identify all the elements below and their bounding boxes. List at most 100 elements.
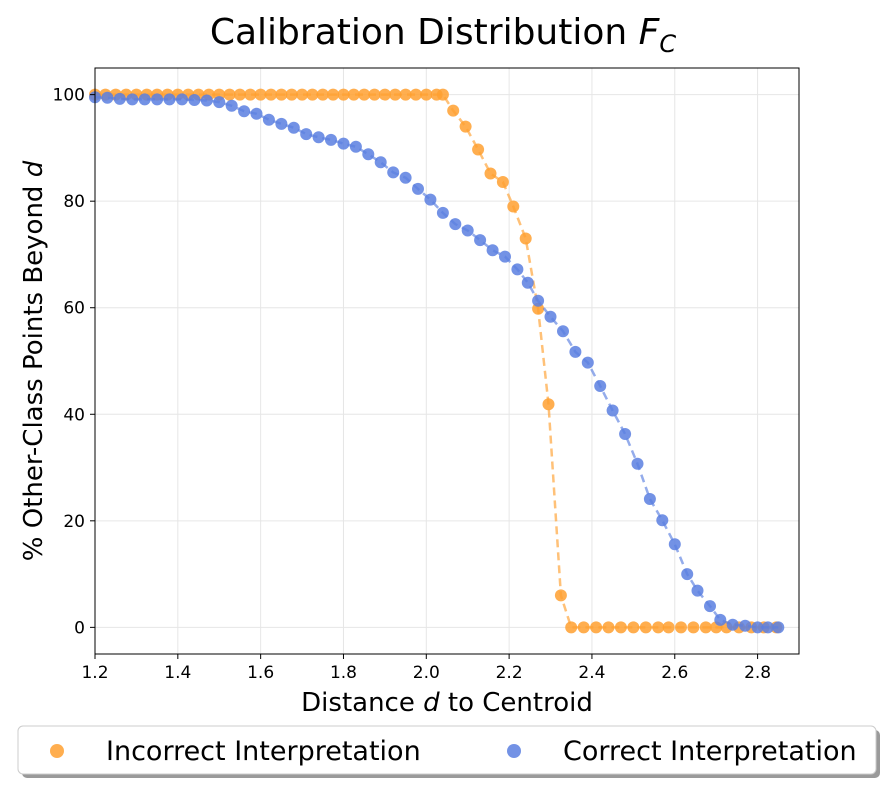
data-point-incorrect [389, 88, 402, 101]
series-layer [89, 88, 785, 634]
data-point-correct [511, 263, 524, 276]
data-point-correct [436, 206, 449, 219]
x-tick-label: 1.6 [247, 663, 274, 683]
data-point-correct [557, 325, 569, 338]
data-point-incorrect [472, 143, 485, 156]
data-point-incorrect [306, 88, 319, 101]
data-point-correct [474, 234, 487, 247]
data-point-correct [726, 618, 739, 631]
x-tick-label: 2.6 [661, 663, 688, 683]
data-point-incorrect [662, 621, 675, 634]
data-point-correct [250, 107, 263, 120]
data-point-correct [668, 538, 681, 551]
data-point-correct [163, 93, 176, 106]
data-point-incorrect [316, 88, 329, 101]
data-point-incorrect [265, 88, 277, 101]
y-tick-label: 20 [63, 512, 85, 532]
data-point-correct [751, 621, 764, 634]
data-point-correct [399, 171, 412, 184]
legend: Incorrect Interpretation Correct Interpr… [17, 725, 880, 778]
data-point-correct [126, 93, 139, 106]
data-point-incorrect [296, 88, 309, 101]
data-point-correct [238, 105, 251, 118]
x-tick-label: 1.2 [81, 663, 108, 683]
data-point-incorrect [436, 88, 449, 101]
data-point-correct [656, 514, 669, 527]
data-point-incorrect [507, 200, 520, 213]
x-axis-label-suffix: to Centroid [440, 688, 593, 718]
data-point-correct [113, 92, 126, 105]
data-point-correct [772, 621, 785, 634]
data-point-correct [643, 493, 656, 505]
legend-label-correct: Correct Interpretation [563, 736, 857, 767]
y-axis-label-prefix: % Other-Class Points Beyond [19, 177, 49, 561]
data-point-incorrect [327, 88, 340, 101]
data-point-incorrect [565, 621, 578, 634]
data-point-correct [312, 131, 325, 144]
data-point-correct [761, 621, 774, 634]
data-point-incorrect [542, 398, 555, 411]
x-tick-label: 2.0 [413, 663, 440, 683]
data-point-incorrect [447, 104, 460, 117]
data-point-incorrect [275, 88, 288, 101]
y-tick-label: 100 [53, 86, 85, 106]
data-point-correct [532, 294, 545, 307]
data-point-incorrect [519, 232, 532, 245]
y-tick-label: 60 [63, 299, 85, 319]
data-point-correct [300, 128, 313, 141]
data-point-incorrect [484, 167, 497, 180]
data-point-correct [714, 613, 727, 626]
data-point-correct [449, 218, 462, 231]
data-point-correct [374, 156, 387, 169]
data-point-correct [569, 345, 582, 358]
y-tick-label: 80 [63, 192, 85, 212]
data-point-incorrect [223, 88, 236, 101]
data-point-correct [200, 94, 213, 107]
data-point-correct [325, 133, 337, 146]
data-point-incorrect [675, 621, 687, 634]
data-point-correct [362, 148, 375, 161]
x-tick-label: 2.2 [496, 663, 523, 683]
data-point-correct [176, 93, 188, 106]
x-tick-label: 1.8 [330, 663, 357, 683]
x-tick-label: 2.4 [578, 663, 605, 683]
data-point-correct [349, 140, 362, 153]
x-axis-label-variable: d [423, 688, 440, 718]
data-point-incorrect [409, 88, 422, 101]
data-point-correct [424, 193, 437, 206]
chart-title-symbol: F [639, 12, 661, 53]
data-point-incorrect [420, 88, 433, 101]
data-point-incorrect [699, 621, 712, 634]
data-point-correct [138, 93, 151, 106]
data-point-correct [213, 96, 226, 109]
data-point-correct [619, 428, 632, 440]
data-point-incorrect [337, 88, 350, 101]
legend-label-incorrect: Incorrect Interpretation [106, 736, 421, 767]
y-tick-label: 0 [74, 618, 85, 638]
x-axis-label: Distance d to Centroid [301, 688, 593, 718]
chart-title: Calibration Distribution FC [210, 12, 677, 58]
data-point-correct [681, 568, 694, 581]
x-axis-label-prefix: Distance [301, 688, 423, 718]
data-point-incorrect [639, 621, 652, 634]
grid [94, 68, 799, 654]
data-point-correct [739, 619, 752, 632]
data-point-incorrect [244, 88, 257, 101]
data-point-correct [275, 117, 288, 130]
data-point-incorrect [347, 88, 360, 101]
data-point-incorrect [496, 176, 509, 188]
data-point-incorrect [358, 88, 371, 101]
data-point-incorrect [554, 589, 567, 602]
data-point-correct [287, 121, 300, 134]
data-point-correct [337, 137, 350, 150]
data-point-correct [101, 91, 114, 104]
data-point-correct [581, 356, 594, 369]
data-point-incorrect [577, 621, 590, 634]
legend-box [17, 725, 877, 775]
data-point-correct [544, 310, 557, 323]
data-point-correct [704, 600, 716, 613]
data-point-incorrect [652, 621, 665, 634]
chart-title-subscript: C [659, 30, 676, 58]
ticks: 1.2 1.4 1.6 1.8 2.0 2.2 2.4 2.6 2.8 0 20 40 60 80 100 [53, 86, 772, 683]
